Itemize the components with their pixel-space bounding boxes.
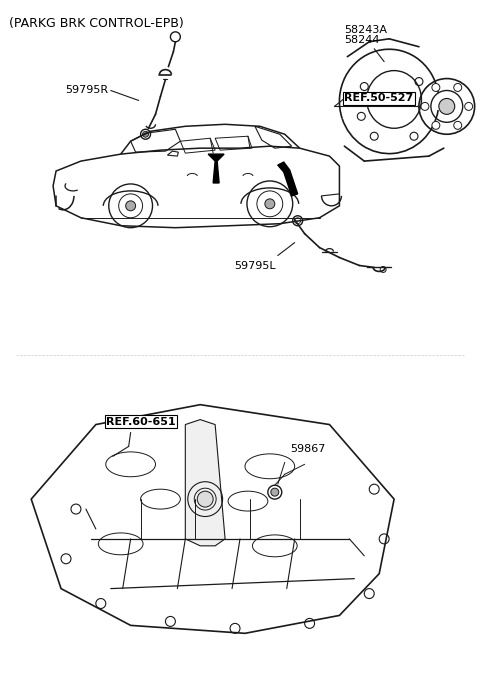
Text: (PARKG BRK CONTROL-EPB): (PARKG BRK CONTROL-EPB) <box>9 17 184 30</box>
Polygon shape <box>185 420 225 546</box>
Text: REF.50-527: REF.50-527 <box>344 93 414 104</box>
Circle shape <box>465 102 473 111</box>
Circle shape <box>432 83 440 92</box>
Circle shape <box>126 201 136 211</box>
Text: 58243A: 58243A <box>344 25 387 35</box>
Text: 59867: 59867 <box>290 444 325 455</box>
Text: 58244: 58244 <box>344 35 380 44</box>
Circle shape <box>265 199 275 208</box>
Circle shape <box>439 99 455 115</box>
Polygon shape <box>278 162 298 196</box>
Circle shape <box>421 102 429 111</box>
Circle shape <box>271 488 279 496</box>
Circle shape <box>143 131 148 137</box>
Circle shape <box>197 491 213 507</box>
Circle shape <box>454 122 462 129</box>
Text: REF.60-651: REF.60-651 <box>106 416 175 427</box>
Circle shape <box>454 83 462 92</box>
Text: 59795L: 59795L <box>234 261 276 270</box>
Polygon shape <box>208 154 224 183</box>
Text: 59795R: 59795R <box>66 85 109 95</box>
Circle shape <box>432 122 440 129</box>
